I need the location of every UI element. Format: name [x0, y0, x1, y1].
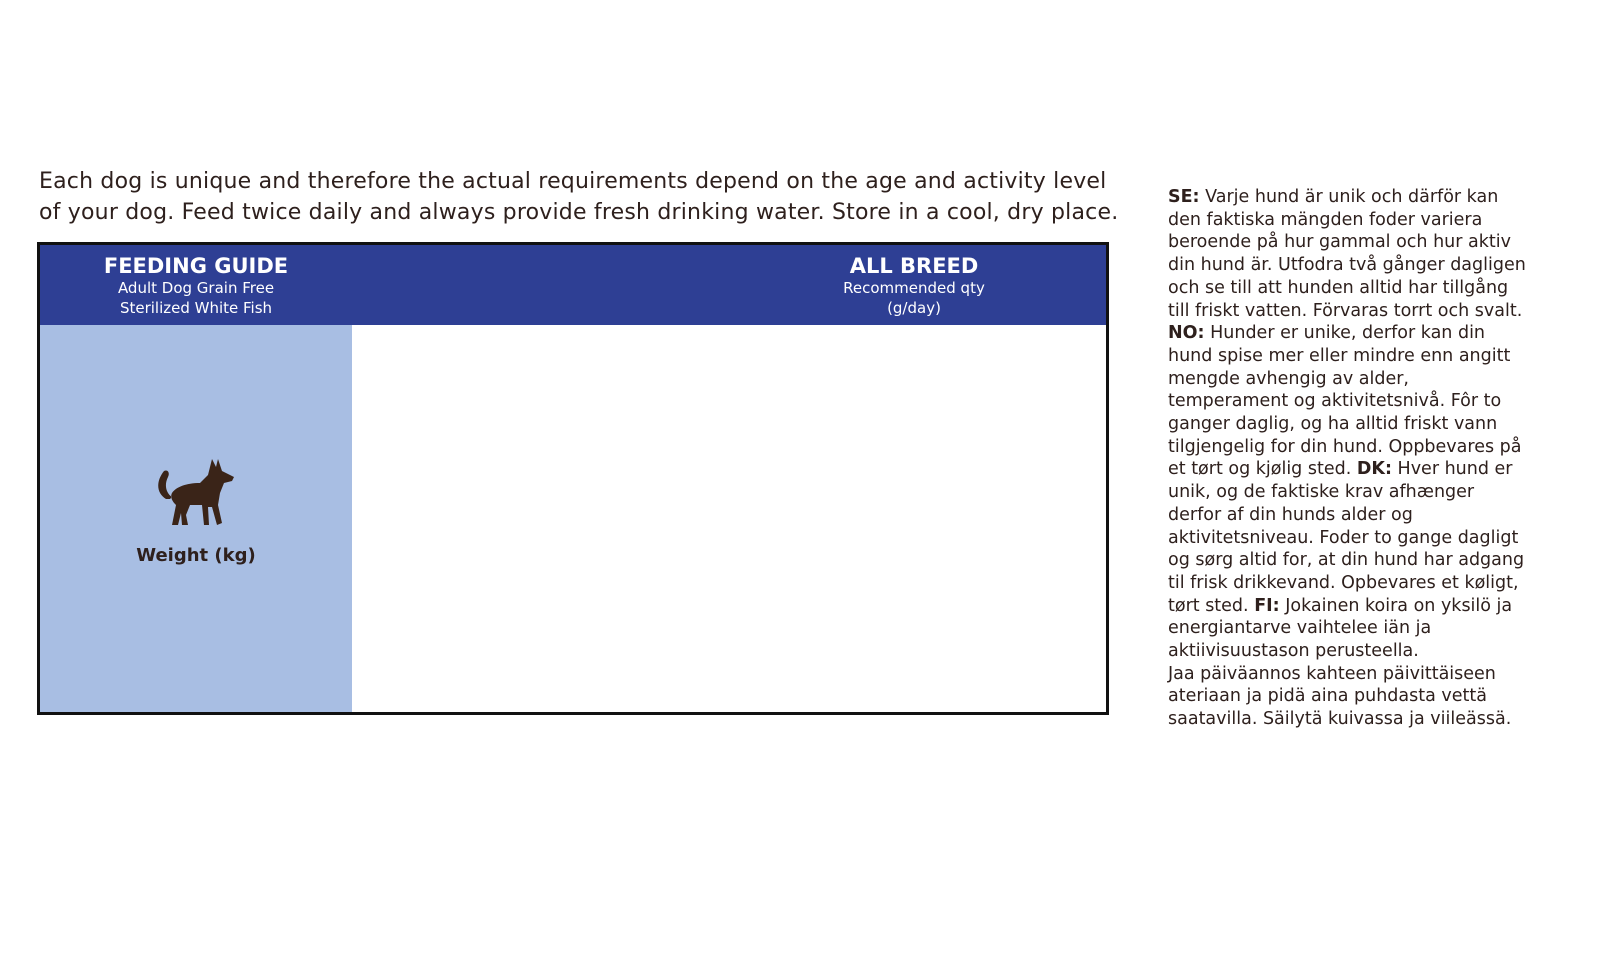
language-code: NO:	[1168, 323, 1205, 344]
header-subtitle: Sterilized White Fish	[119, 299, 273, 317]
header-left: FEEDING GUIDE Adult Dog Grain Free Steri…	[40, 254, 352, 318]
column-subtitle: Recommended qty	[843, 279, 985, 297]
language-text: Hunder er unike, derfor kan din hund spi…	[1168, 323, 1522, 480]
language-text: Jaa päiväannos kahteen päivittäiseen ate…	[1168, 663, 1512, 730]
language-code: FI:	[1254, 595, 1280, 616]
row-label: Weight (kg)	[136, 545, 256, 566]
language-text: Varje hund är unik och därför kan den fa…	[1168, 187, 1526, 321]
header-title: FEEDING GUIDE	[103, 254, 289, 278]
intro: Each dog is unique and therefore the act…	[39, 166, 1118, 228]
multilingual-text: SE: Varje hund är unik och därför kan de…	[1168, 186, 1528, 731]
text-block: Jaa päiväannos kahteen päivittäiseen ate…	[1168, 663, 1528, 731]
header-subtitle: Adult Dog Grain Free	[117, 279, 275, 297]
intro-line: of your dog. Feed twice daily and always…	[39, 200, 1119, 225]
text-block: SE: Varje hund är unik och därför kan de…	[1168, 186, 1528, 663]
row-label-column: Weight (kg)	[40, 325, 352, 712]
column-subtitle: (g/day)	[887, 299, 941, 317]
language-code: SE:	[1168, 187, 1200, 207]
intro-line: Each dog is unique and therefore the act…	[39, 169, 1107, 194]
language-text: Jokainen koira on yksilö ja energiantarv…	[1168, 595, 1513, 662]
table-header: FEEDING GUIDE Adult Dog Grain Free Steri…	[40, 245, 1106, 325]
dog-icon	[158, 459, 234, 525]
column-title: ALL BREED	[849, 254, 979, 278]
language-code: DK:	[1356, 459, 1392, 480]
feeding-table: FEEDING GUIDE Adult Dog Grain Free Steri…	[37, 242, 1109, 715]
header-right: ALL BREED Recommended qty (g/day)	[740, 254, 1088, 318]
language-text: Hver hund er unik, og de faktiske krav a…	[1168, 459, 1525, 616]
